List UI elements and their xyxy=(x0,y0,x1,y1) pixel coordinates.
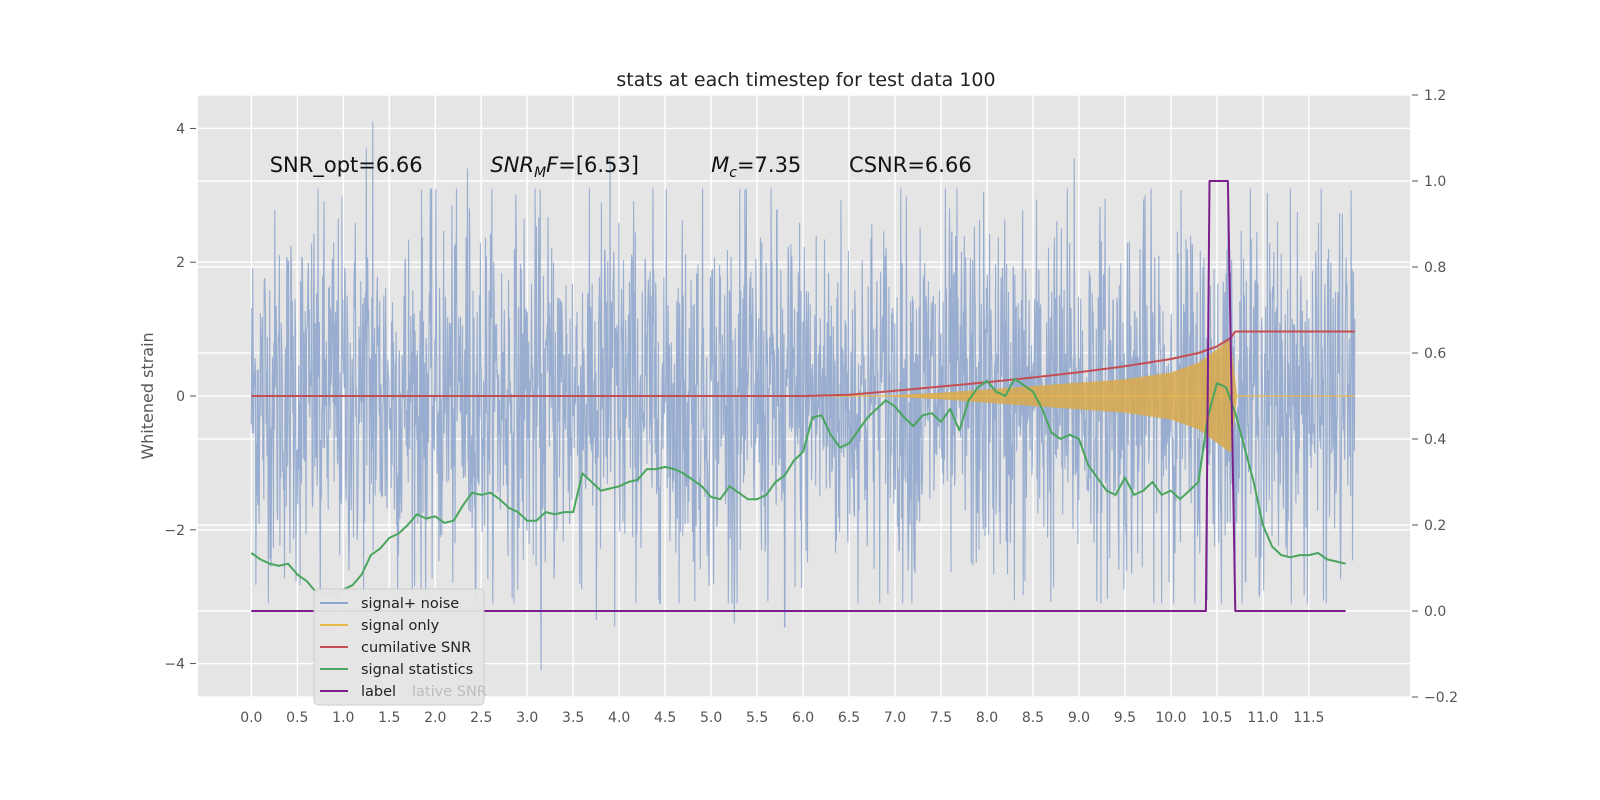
series-line-signal-statistics xyxy=(250,377,1346,595)
x-tick-label: 3.5 xyxy=(562,710,584,726)
x-tick-label: 2.5 xyxy=(470,710,492,726)
annotation-text: SNRMF=[6.53] xyxy=(490,153,639,181)
x-tick-label: 1.0 xyxy=(332,710,354,726)
x-tick-label: 0.0 xyxy=(240,710,262,726)
x-tick-label: 5.0 xyxy=(700,710,722,726)
series-lines xyxy=(250,180,1355,612)
legend-entry: signal statistics xyxy=(361,662,473,678)
x-tick-label: 8.0 xyxy=(976,710,998,726)
x-tick-label: 8.5 xyxy=(1022,710,1044,726)
y-tick-label: 0 xyxy=(176,389,185,405)
series-signal-plus-noise xyxy=(250,121,1356,671)
y-tick-label: 4 xyxy=(176,121,185,137)
y-axis-ticks: −4 −2 0 2 4 xyxy=(164,121,196,673)
x-tick-label: 0.5 xyxy=(286,710,308,726)
x-tick-label: 7.5 xyxy=(930,710,952,726)
legend-box xyxy=(313,588,485,706)
x-tick-label: 10.5 xyxy=(1201,710,1232,726)
x-tick-label: 6.5 xyxy=(838,710,860,726)
x-tick-label: 6.0 xyxy=(792,710,814,726)
x-tick-label: 9.0 xyxy=(1068,710,1090,726)
annotation-text: CSNR=6.66 xyxy=(849,153,972,177)
legend-entry: cumilative SNR xyxy=(361,640,471,656)
chart-title: stats at each timestep for test data 100 xyxy=(616,69,995,91)
y-axis-label: Whitened strain xyxy=(138,332,157,459)
y2-tick-label: 0.0 xyxy=(1424,604,1446,620)
x-tick-label: 1.5 xyxy=(378,710,400,726)
legend-entry: signal+ noise xyxy=(361,596,459,612)
series-line-label xyxy=(251,180,1346,612)
legend: signal+ noise signal only cumilative SNR si… xyxy=(313,588,487,706)
x-tick-label: 7.0 xyxy=(884,710,906,726)
legend-entry: signal only xyxy=(361,618,440,634)
x-tick-label: 3.0 xyxy=(516,710,538,726)
y-tick-label: −2 xyxy=(164,523,185,539)
y2-tick-label: −0.2 xyxy=(1424,690,1458,706)
y2-tick-label: 0.4 xyxy=(1424,432,1446,448)
legend-entry: label xyxy=(361,684,396,700)
y-tick-label: 2 xyxy=(176,255,185,271)
x-tick-label: 4.5 xyxy=(654,710,676,726)
y2-tick-label: 0.6 xyxy=(1424,346,1446,362)
annotation-text: SNR_opt=6.66 xyxy=(270,153,423,178)
y-tick-label: −4 xyxy=(164,657,185,673)
y2-tick-label: 0.2 xyxy=(1424,518,1446,534)
x-tick-label: 2.0 xyxy=(424,710,446,726)
x-axis-ticks: 0.0 0.5 1.0 1.5 2.0 2.5 3.0 3.5 4.0 4.5 5.0 5.5 6.0 6… xyxy=(240,710,1324,726)
series-line-cumilative-snr xyxy=(251,330,1355,397)
y2-tick-label: 1.0 xyxy=(1424,174,1446,190)
y2-axis-ticks: −0.2 0.0 0.2 0.4 0.6 0.8 1.0 1.2 xyxy=(1412,88,1458,706)
x-tick-label: 10.0 xyxy=(1155,710,1186,726)
y2-tick-label: 1.2 xyxy=(1424,88,1446,104)
x-tick-label: 11.0 xyxy=(1247,710,1278,726)
x-tick-label: 4.0 xyxy=(608,710,630,726)
signal-plus-noise-line xyxy=(250,121,1356,671)
x-tick-label: 9.5 xyxy=(1114,710,1136,726)
annotation-text: Mc=7.35 xyxy=(711,153,801,181)
annotations: SNR_opt=6.66 SNRMF=[6.53] Mc=7.35 CSNR=6.66 xyxy=(270,153,972,181)
x-tick-label: 11.5 xyxy=(1293,710,1324,726)
legend-ghost-text: lative SNR xyxy=(412,684,487,700)
x-tick-label: 5.5 xyxy=(746,710,768,726)
y2-tick-label: 0.8 xyxy=(1424,260,1446,276)
